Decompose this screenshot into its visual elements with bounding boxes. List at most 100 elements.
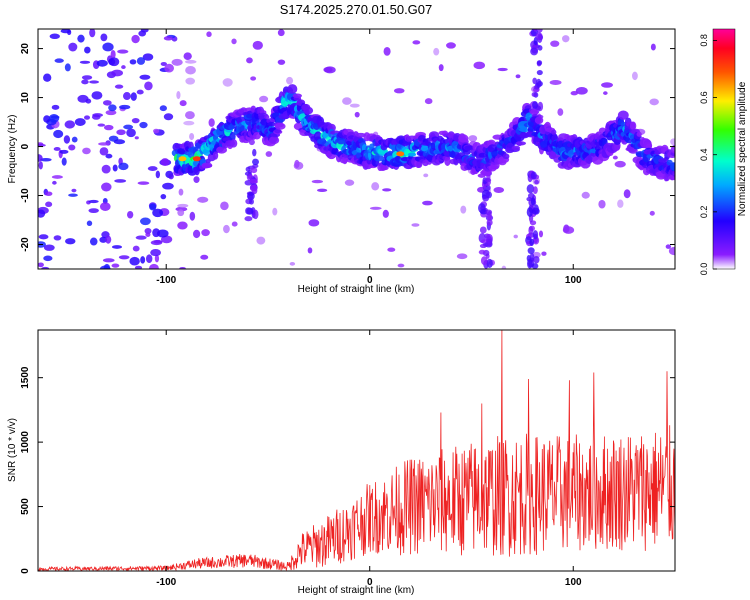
noise-speckle bbox=[88, 208, 99, 214]
noise-speckle bbox=[252, 148, 257, 157]
noise-speckle bbox=[160, 158, 170, 166]
ridge-blob bbox=[229, 131, 236, 142]
noise-speckle bbox=[473, 61, 486, 70]
noise-speckle bbox=[71, 188, 77, 193]
noise-speckle bbox=[307, 247, 313, 254]
noise-speckle bbox=[252, 158, 260, 166]
noise-speckle bbox=[344, 179, 355, 186]
noise-speckle bbox=[222, 78, 233, 87]
noise-speckle bbox=[145, 232, 151, 237]
noise-speckle bbox=[53, 129, 64, 139]
y-tick-label: 0 bbox=[20, 568, 31, 574]
noise-speckle bbox=[485, 209, 493, 216]
noise-speckle bbox=[248, 198, 254, 205]
noise-speckle bbox=[108, 104, 117, 112]
noise-speckle bbox=[103, 124, 114, 131]
noise-speckle bbox=[82, 147, 91, 155]
noise-speckle bbox=[581, 191, 590, 199]
noise-speckle bbox=[185, 111, 195, 120]
y-tick-label: 0 bbox=[20, 143, 31, 149]
ridge-blob bbox=[444, 156, 451, 166]
noise-speckle bbox=[81, 75, 93, 80]
snr-series-line bbox=[38, 330, 675, 571]
ridge-blob bbox=[629, 121, 637, 131]
ridge-blob bbox=[212, 151, 219, 160]
noise-speckle bbox=[632, 71, 638, 81]
noise-speckle bbox=[277, 29, 285, 37]
noise-speckle bbox=[527, 192, 535, 199]
noise-speckle bbox=[177, 203, 189, 208]
ridge-blob bbox=[670, 162, 675, 171]
noise-speckle bbox=[79, 60, 91, 64]
noise-speckle bbox=[189, 211, 196, 221]
noise-speckle bbox=[53, 146, 61, 151]
noise-speckle bbox=[250, 76, 257, 81]
noise-speckle bbox=[179, 266, 186, 269]
noise-speckle bbox=[534, 179, 539, 185]
noise-speckle bbox=[114, 84, 124, 89]
noise-speckle bbox=[526, 207, 534, 218]
y-tick-label: -10 bbox=[20, 188, 31, 203]
noise-speckle bbox=[456, 253, 468, 260]
noise-speckle bbox=[150, 248, 161, 257]
ridge-peak bbox=[192, 156, 201, 162]
noise-speckle bbox=[68, 193, 78, 197]
noise-speckle bbox=[53, 235, 62, 241]
noise-speckle bbox=[294, 159, 300, 169]
noise-speckle bbox=[102, 258, 115, 263]
x-tick-label: 100 bbox=[565, 275, 582, 286]
noise-speckle bbox=[64, 120, 76, 129]
noise-speckle bbox=[164, 63, 174, 73]
noise-speckle bbox=[527, 258, 533, 269]
noise-speckle bbox=[185, 66, 196, 75]
noise-speckle bbox=[535, 32, 543, 41]
noise-speckle bbox=[493, 187, 505, 194]
noise-speckle bbox=[614, 160, 626, 168]
noise-speckle bbox=[74, 118, 86, 126]
noise-speckle bbox=[153, 239, 163, 244]
y-tick-label: -20 bbox=[20, 237, 31, 252]
noise-speckle bbox=[142, 53, 154, 61]
noise-speckle bbox=[549, 79, 562, 85]
noise-speckle bbox=[354, 111, 360, 118]
ridge-blob bbox=[230, 139, 238, 148]
noise-speckle bbox=[63, 135, 71, 144]
spectrogram-xlabel: Height of straight line (km) bbox=[298, 284, 415, 295]
ridge-blob bbox=[303, 106, 314, 115]
noise-speckle bbox=[382, 209, 389, 218]
noise-speckle bbox=[111, 245, 123, 249]
chart-title: S174.2025.270.01.50.G07 bbox=[280, 2, 433, 17]
noise-speckle bbox=[603, 91, 608, 95]
ridge-blob bbox=[407, 152, 417, 157]
noise-speckle bbox=[88, 199, 99, 204]
noise-speckle bbox=[530, 171, 537, 180]
noise-speckle bbox=[68, 144, 76, 151]
noise-speckle bbox=[40, 157, 52, 162]
noise-speckle bbox=[533, 29, 538, 32]
noise-speckle bbox=[43, 115, 51, 123]
noise-speckle bbox=[532, 77, 538, 85]
ridge-blob bbox=[373, 155, 385, 162]
noise-speckle bbox=[160, 193, 167, 200]
noise-speckle bbox=[478, 249, 486, 255]
ridge-blob bbox=[530, 109, 539, 116]
ridge-blob bbox=[268, 136, 280, 145]
noise-speckle bbox=[650, 43, 656, 51]
noise-speckle bbox=[52, 180, 57, 185]
noise-speckle bbox=[531, 92, 538, 97]
ridge-blob bbox=[515, 141, 527, 146]
noise-speckle bbox=[570, 90, 579, 96]
noise-speckle bbox=[89, 237, 98, 246]
noise-speckle bbox=[497, 67, 508, 72]
noise-speckle bbox=[411, 223, 420, 227]
noise-speckle bbox=[668, 246, 675, 256]
noise-speckle bbox=[137, 181, 150, 185]
noise-speckle bbox=[162, 182, 174, 190]
noise-speckle bbox=[536, 60, 543, 66]
noise-speckle bbox=[129, 256, 140, 266]
noise-speckle bbox=[105, 235, 112, 244]
noise-speckle bbox=[192, 229, 201, 239]
noise-speckle bbox=[245, 166, 251, 172]
noise-speckle bbox=[562, 35, 570, 43]
